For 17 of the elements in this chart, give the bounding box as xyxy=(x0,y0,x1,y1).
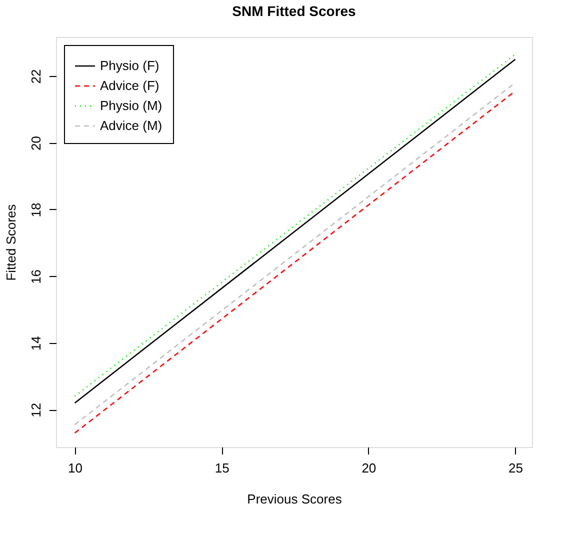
legend-label: Advice (M) xyxy=(100,118,162,133)
legend-label: Physio (M) xyxy=(100,98,162,113)
x-tick-label: 20 xyxy=(362,460,376,476)
x-tick-label: 25 xyxy=(508,460,523,476)
y-tick-label: 22 xyxy=(28,69,44,84)
legend-label: Advice (F) xyxy=(100,78,160,93)
x-axis-title: Previous Scores xyxy=(247,492,342,506)
y-tick-label: 14 xyxy=(28,336,44,351)
legend-label: Physio (F) xyxy=(100,58,160,73)
y-tick-label: 20 xyxy=(28,136,44,150)
y-tick-label: 18 xyxy=(28,202,44,218)
x-tick-label: 15 xyxy=(214,460,230,476)
y-tick-label: 16 xyxy=(28,269,44,284)
x-tick-label: 10 xyxy=(68,460,83,476)
y-axis-title: Fitted Scores xyxy=(4,204,18,281)
y-tick-label: 12 xyxy=(28,402,44,418)
chart-title: SNM Fitted Scores xyxy=(232,3,356,19)
